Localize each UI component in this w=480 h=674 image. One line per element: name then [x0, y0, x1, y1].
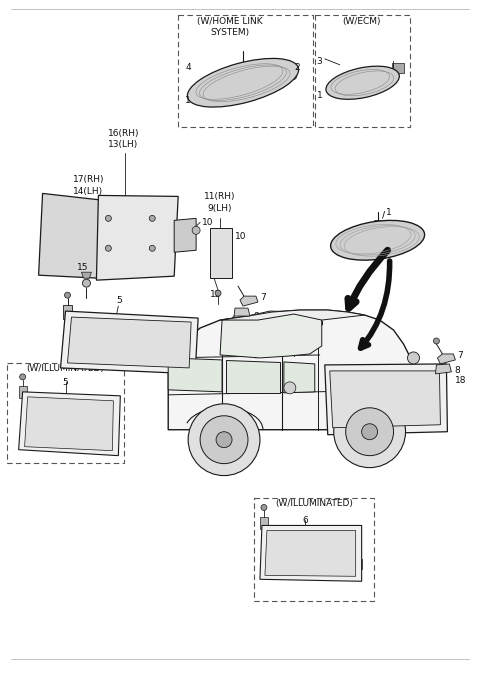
- Text: 10: 10: [235, 233, 247, 241]
- Polygon shape: [330, 371, 441, 428]
- Polygon shape: [96, 195, 178, 280]
- Bar: [254, 497, 373, 601]
- Text: 8: 8: [455, 366, 460, 375]
- Ellipse shape: [326, 66, 399, 99]
- Text: (W/HOME LINK
SYSTEM): (W/HOME LINK SYSTEM): [197, 17, 263, 36]
- Bar: [315, 15, 409, 127]
- Polygon shape: [284, 362, 315, 393]
- Text: 6: 6: [302, 516, 308, 526]
- Circle shape: [83, 279, 90, 287]
- Text: 1: 1: [317, 91, 323, 100]
- Bar: [280, 67, 288, 75]
- Circle shape: [215, 290, 221, 296]
- Circle shape: [284, 382, 296, 394]
- Text: 1: 1: [185, 96, 191, 104]
- Text: 12: 12: [210, 290, 221, 299]
- Text: 8: 8: [253, 312, 259, 321]
- Bar: [102, 208, 164, 266]
- Polygon shape: [325, 364, 447, 435]
- Circle shape: [188, 404, 260, 476]
- Text: 1: 1: [385, 208, 391, 218]
- Bar: [178, 15, 313, 127]
- Bar: [62, 305, 72, 319]
- Polygon shape: [174, 218, 196, 252]
- Circle shape: [289, 71, 297, 80]
- Circle shape: [334, 396, 406, 468]
- Polygon shape: [168, 358, 222, 392]
- Text: 15: 15: [76, 264, 88, 272]
- Polygon shape: [168, 310, 413, 430]
- Bar: [272, 545, 344, 564]
- Polygon shape: [60, 311, 198, 374]
- Text: 6: 6: [390, 437, 396, 447]
- Bar: [31, 410, 102, 433]
- Polygon shape: [435, 364, 451, 374]
- Text: 7: 7: [457, 351, 463, 360]
- Circle shape: [216, 432, 232, 448]
- Bar: [396, 424, 416, 432]
- Text: 17(RH)
14(LH): 17(RH) 14(LH): [72, 175, 104, 195]
- Bar: [75, 333, 163, 357]
- Polygon shape: [234, 308, 250, 316]
- Text: 2: 2: [295, 63, 300, 72]
- Polygon shape: [82, 272, 91, 278]
- Circle shape: [106, 216, 111, 221]
- Text: (W/ILLUMINATED): (W/ILLUMINATED): [275, 499, 353, 508]
- Text: 18: 18: [456, 376, 467, 385]
- Circle shape: [64, 292, 71, 298]
- Bar: [168, 360, 182, 410]
- Circle shape: [261, 505, 267, 510]
- Circle shape: [433, 338, 439, 344]
- Bar: [336, 388, 423, 414]
- Circle shape: [192, 226, 200, 235]
- Ellipse shape: [331, 220, 425, 260]
- Text: 11(RH)
9(LH): 11(RH) 9(LH): [204, 192, 236, 212]
- Polygon shape: [38, 193, 104, 278]
- Circle shape: [20, 374, 25, 380]
- Text: (W/ILLUMINATED): (W/ILLUMINATED): [26, 364, 105, 373]
- Circle shape: [106, 245, 111, 251]
- Circle shape: [149, 216, 155, 221]
- Bar: [392, 63, 404, 73]
- Polygon shape: [19, 392, 120, 456]
- Text: 7: 7: [260, 293, 266, 302]
- Polygon shape: [226, 360, 280, 393]
- Circle shape: [200, 416, 248, 464]
- Polygon shape: [220, 310, 365, 320]
- Text: 4: 4: [185, 63, 191, 72]
- Bar: [168, 375, 182, 395]
- Text: 5: 5: [62, 378, 68, 387]
- Circle shape: [408, 352, 420, 364]
- Bar: [260, 518, 268, 530]
- Polygon shape: [24, 397, 113, 451]
- Bar: [280, 77, 288, 83]
- Ellipse shape: [187, 59, 299, 107]
- Text: 10: 10: [202, 218, 214, 227]
- Polygon shape: [68, 317, 191, 368]
- Circle shape: [346, 408, 394, 456]
- Polygon shape: [240, 296, 258, 306]
- Bar: [373, 220, 382, 233]
- Circle shape: [149, 245, 155, 251]
- Bar: [354, 559, 361, 570]
- Polygon shape: [265, 530, 356, 576]
- Text: 5: 5: [116, 296, 122, 305]
- Polygon shape: [260, 526, 361, 581]
- Polygon shape: [210, 228, 232, 278]
- Text: 3: 3: [317, 57, 323, 66]
- Bar: [19, 386, 26, 398]
- Text: 16(RH)
13(LH): 16(RH) 13(LH): [108, 129, 140, 149]
- Bar: [7, 363, 124, 462]
- Circle shape: [361, 424, 378, 439]
- Polygon shape: [437, 354, 456, 364]
- Text: (W/ECM): (W/ECM): [342, 17, 381, 26]
- Polygon shape: [220, 311, 322, 358]
